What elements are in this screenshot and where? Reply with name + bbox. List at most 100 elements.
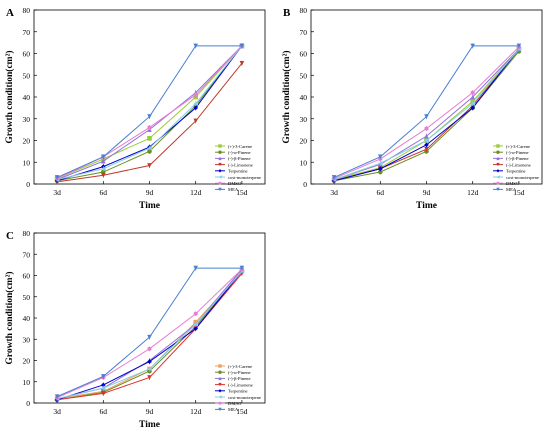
legend-label: Terpentine [228,169,248,174]
data-point [101,385,106,391]
series-8 [54,43,245,180]
legend-marker [496,169,500,173]
data-point [470,90,475,95]
y-axis-title: Growth condition(cm²) [281,50,292,143]
data-point [147,163,152,168]
legend-marker [218,187,222,192]
data-point [424,133,429,139]
legend-marker [218,376,222,381]
series-5 [54,43,245,184]
data-point [470,94,475,100]
legend-label: Terpentine [506,169,526,174]
data-point [147,114,152,119]
series-2 [54,43,245,184]
data-point [193,101,198,106]
series-1 [54,43,245,182]
series-6 [331,46,522,183]
legend: (+)-3-Carene(-)-α-Pinene(-)-β-Pinene(-)-… [215,364,261,412]
legend-marker [218,389,222,393]
x-tick-label: 3d [53,188,61,197]
x-tick-label: 12d [190,407,202,416]
legend-label: (-)-α-Pinene [228,370,251,375]
x-tick-label: 9d [146,407,154,416]
legend-label: cost-monoterpene [228,395,261,400]
panel-label: A [6,7,14,19]
data-point [147,145,152,151]
y-tick-label: 60 [300,50,308,59]
y-tick-label: 70 [23,250,31,259]
y-tick-label: 20 [23,357,31,366]
y-tick-label: 20 [300,137,308,146]
legend-label: (-)-β-Pinene [228,376,251,381]
data-point [101,158,106,164]
y-tick-label: 40 [23,314,31,323]
legend-label: (-)-Limonene [228,162,253,167]
legend-marker [496,187,500,192]
x-tick-label: 9d [146,188,154,197]
series-line [56,45,243,182]
y-tick-label: 10 [23,158,31,167]
chart-panel-b: B 0 10 20 30 40 50 60 70 80 3d 6d 9d 12d 15d Time Growth… [281,6,543,211]
y-tick-label: 0 [26,399,30,408]
data-point [147,125,152,130]
data-point [470,105,475,111]
legend-marker [218,144,222,148]
data-point [193,265,198,271]
y-tick-label: 40 [23,93,31,102]
legend-label: DMSO [506,181,520,186]
x-tick-label: 3d [53,407,61,416]
data-point [193,43,198,49]
x-tick-label: 9d [423,188,431,197]
data-point [424,138,429,143]
data-point [378,169,383,175]
data-point [101,154,106,160]
data-point [101,166,106,172]
series-line [56,45,242,178]
data-point [470,43,475,49]
series-8 [54,265,245,400]
legend-label: cost-monoterpene [228,175,261,180]
x-axis-title: Time [139,420,160,430]
legend-marker [218,169,222,173]
legend-label: MEA [506,187,517,192]
data-point [239,43,245,49]
y-tick-label: 0 [303,180,307,189]
data-point [54,394,60,399]
x-tick-label: 15d [513,188,525,197]
y-tick-label: 30 [300,115,308,124]
data-point [331,175,337,180]
legend-marker [218,370,222,374]
legend-marker [218,407,222,412]
y-tick-label: 60 [23,272,31,281]
legend-label: (-)-α-Pinene [228,150,251,155]
series-8 [331,43,522,180]
y-tick-label: 60 [23,50,31,59]
legend-marker [496,181,500,185]
legend-marker [496,156,500,161]
y-tick-label: 80 [23,6,31,15]
legend-marker [218,162,222,167]
data-point [147,359,152,364]
data-point [239,265,245,271]
legend-label: DMSO [228,181,242,186]
data-point [101,374,106,379]
y-tick-label: 50 [300,71,308,80]
series-line [57,45,243,182]
data-point [193,118,198,124]
data-point [193,311,198,317]
legend-marker [496,175,500,179]
series-7 [55,43,244,182]
legend-label: (-)-Limonene [228,382,253,387]
y-tick-label: 0 [26,180,30,189]
legend: (+)-3-Carene(-)-α-Pinene(-)-β-Pinene(-)-… [215,144,261,192]
series-3 [54,266,245,402]
data-point [147,334,152,340]
x-tick-label: 6d [377,188,385,197]
data-point [147,375,152,380]
legend-marker [218,156,222,161]
x-axis-title: Time [139,201,160,211]
legend-marker [218,181,222,185]
y-tick-label: 30 [23,335,31,344]
y-tick-label: 10 [300,158,308,167]
